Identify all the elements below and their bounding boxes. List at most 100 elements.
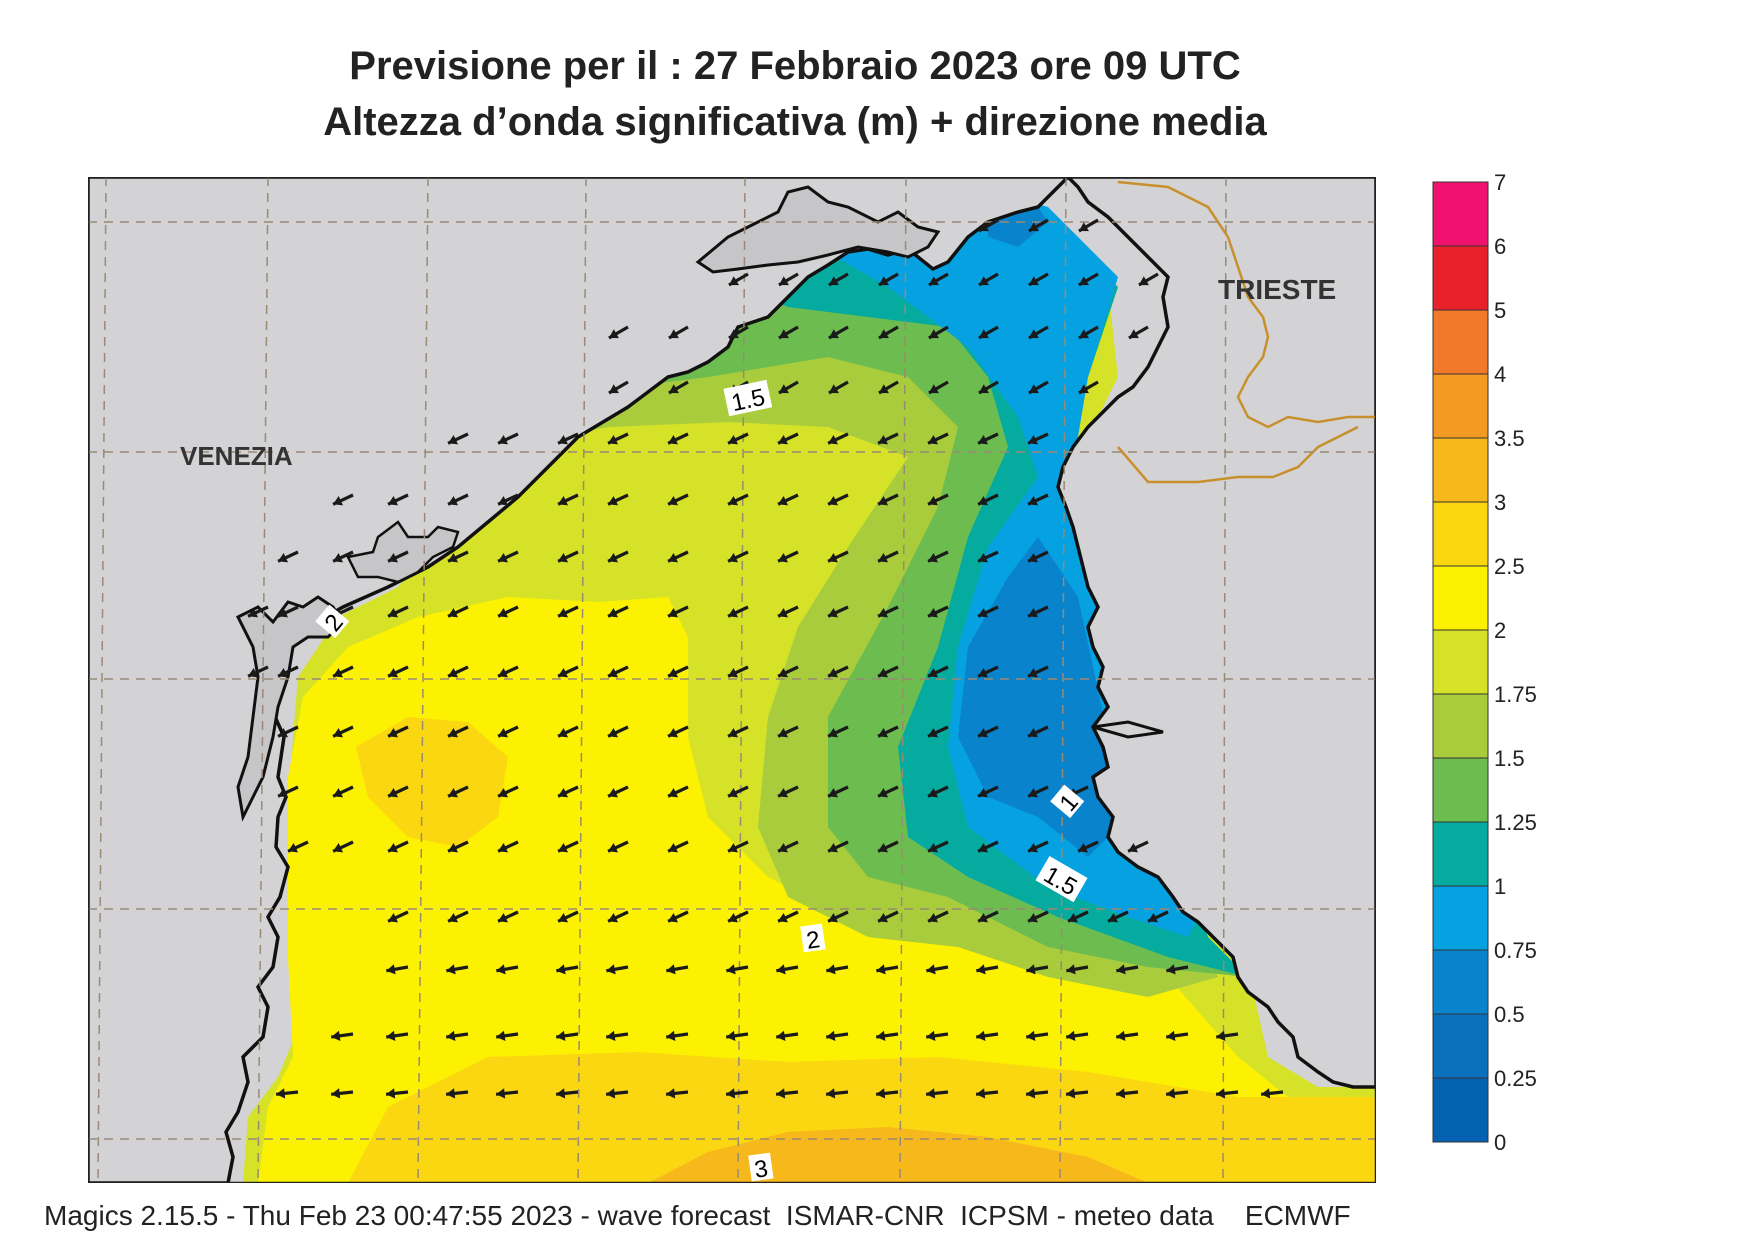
legend-color-box [1432, 629, 1489, 695]
direction-arrowhead [728, 329, 739, 339]
direction-arrowhead [1216, 1030, 1226, 1041]
direction-arrowhead [668, 384, 679, 394]
title-line-2: Altezza d’onda significativa (m) + direz… [323, 100, 1267, 144]
direction-arrowhead [976, 964, 986, 975]
direction-arrowhead [388, 728, 399, 738]
direction-arrowhead [828, 668, 839, 678]
direction-arrowhead [778, 608, 789, 618]
direction-arrowhead [448, 553, 459, 563]
direction-arrowhead [976, 1030, 986, 1041]
direction-arrowhead [278, 728, 289, 738]
direction-arrowhead [608, 329, 619, 339]
direction-arrowhead [388, 788, 399, 798]
direction-arrowhead [926, 1030, 936, 1041]
direction-arrowhead [333, 728, 344, 738]
direction-arrowhead [558, 668, 569, 678]
direction-arrowhead [978, 384, 989, 394]
direction-arrowhead [666, 964, 676, 975]
direction-arrowhead [1078, 384, 1089, 394]
direction-arrowhead [388, 913, 399, 923]
direction-arrowhead [778, 496, 789, 506]
direction-arrowhead [498, 843, 509, 853]
direction-arrowhead [1028, 913, 1039, 923]
direction-arrowhead [1028, 276, 1039, 286]
direction-arrowhead [878, 276, 889, 286]
direction-arrowhead [928, 384, 939, 394]
direction-arrowhead [556, 964, 566, 975]
direction-arrowhead [978, 788, 989, 798]
direction-arrowhead [1148, 913, 1159, 923]
direction-arrowhead [878, 384, 889, 394]
direction-arrowhead [498, 435, 509, 445]
legend-color-box [1432, 181, 1489, 247]
direction-arrowhead [828, 384, 839, 394]
direction-arrowhead [558, 728, 569, 738]
direction-arrowhead [1116, 1088, 1126, 1099]
direction-arrowhead [386, 1030, 396, 1041]
direction-arrowhead [826, 964, 836, 975]
land-northern-coast [695, 185, 941, 274]
direction-arrowhead [928, 496, 939, 506]
legend-tick-label: 4 [1494, 362, 1506, 387]
direction-arrowhead [828, 608, 839, 618]
direction-arrowhead [876, 1030, 886, 1041]
direction-arrowhead [978, 668, 989, 678]
direction-arrowhead [556, 1088, 566, 1099]
direction-arrowhead [728, 913, 739, 923]
direction-arrowhead [558, 788, 569, 798]
direction-arrowhead [448, 913, 459, 923]
direction-arrowhead [278, 608, 289, 618]
direction-arrowhead [778, 553, 789, 563]
direction-arrowhead [608, 384, 619, 394]
direction-arrowhead [728, 843, 739, 853]
direction-arrowhead [1116, 964, 1126, 975]
legend-tick-label: 0.5 [1494, 1002, 1525, 1027]
direction-arrowhead [446, 1030, 456, 1041]
direction-arrowhead [778, 913, 789, 923]
band-2-2_5 [258, 597, 1376, 1183]
direction-arrowhead [668, 788, 679, 798]
legend-color-box [1432, 245, 1489, 311]
direction-arrowhead [978, 276, 989, 286]
direction-arrowhead [778, 843, 789, 853]
direction-arrowhead [1028, 435, 1039, 445]
direction-arrowhead [828, 843, 839, 853]
title-line-1: Previsione per il : 27 Febbraio 2023 ore… [349, 44, 1241, 88]
direction-arrowhead [926, 1088, 936, 1099]
direction-arrowhead [878, 496, 889, 506]
direction-arrowhead [776, 1088, 786, 1099]
direction-arrowhead [1138, 276, 1149, 286]
national-border [1117, 180, 1376, 429]
direction-arrowhead [496, 964, 506, 975]
direction-arrowhead [288, 843, 299, 853]
legend-color-box [1432, 437, 1489, 503]
direction-arrowhead [1261, 1088, 1271, 1099]
direction-arrowhead [878, 608, 889, 618]
direction-arrowhead [928, 608, 939, 618]
legend-tick-label: 5 [1494, 298, 1506, 323]
direction-arrowhead [608, 728, 619, 738]
direction-arrowhead [608, 496, 619, 506]
direction-arrowhead [828, 496, 839, 506]
direction-arrowhead [1108, 913, 1119, 923]
map-frame [88, 177, 1376, 1183]
direction-arrowhead [448, 788, 459, 798]
direction-arrowhead [928, 913, 939, 923]
direction-arrowhead [278, 788, 289, 798]
direction-arrowhead [1128, 843, 1139, 853]
direction-arrowhead [668, 668, 679, 678]
direction-arrowhead [556, 1030, 566, 1041]
direction-arrowhead [448, 608, 459, 618]
direction-arrowhead [1028, 222, 1039, 232]
direction-arrowhead [1066, 1088, 1076, 1099]
direction-arrowhead [978, 843, 989, 853]
legend-color-box [1432, 373, 1489, 439]
direction-arrowhead [608, 668, 619, 678]
direction-arrowhead [1078, 329, 1089, 339]
direction-arrowhead [608, 788, 619, 798]
direction-arrowhead [978, 222, 989, 232]
footer-credits: Magics 2.15.5 - Thu Feb 23 00:47:55 2023… [44, 1200, 1351, 1231]
direction-arrowhead [388, 608, 399, 618]
legend-tick-label: 1 [1494, 874, 1506, 899]
color-scale-legend: 7 6 5 4 3.5 3 2.5 2 1.75 1.5 1.25 1 0.75 0.5 0.25 0 [1432, 170, 1537, 1155]
